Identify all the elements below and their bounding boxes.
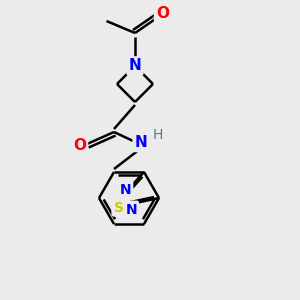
Text: N: N: [125, 202, 137, 217]
Text: N: N: [120, 183, 131, 197]
Text: H: H: [152, 128, 163, 142]
Text: N: N: [135, 135, 147, 150]
Text: S: S: [113, 200, 124, 214]
Text: O: O: [73, 138, 86, 153]
Text: N: N: [129, 58, 141, 74]
Text: O: O: [156, 6, 169, 21]
